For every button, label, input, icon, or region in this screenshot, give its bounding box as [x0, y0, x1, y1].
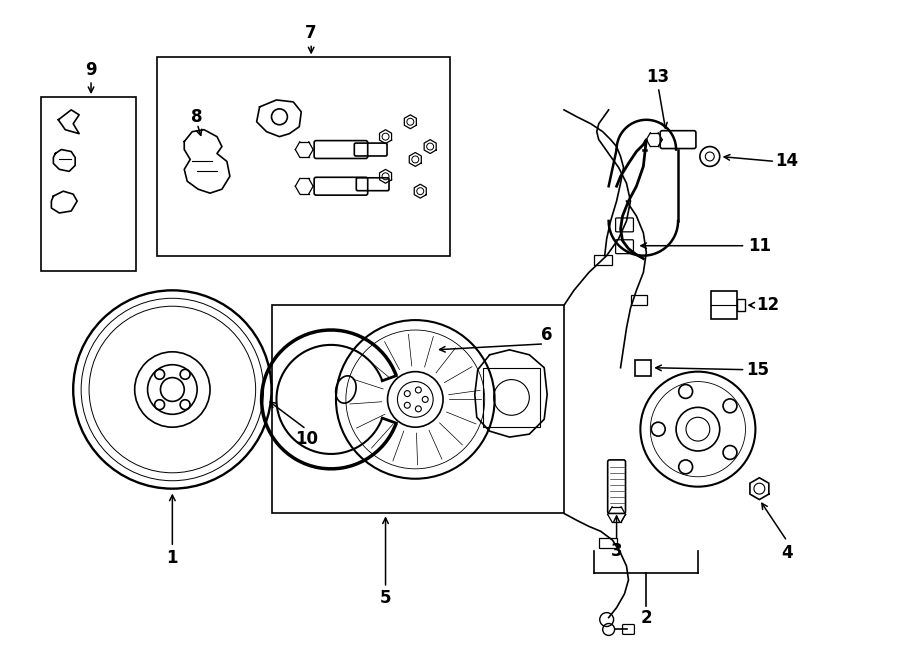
Bar — [41, 97, 136, 270]
Text: 7: 7 — [305, 24, 317, 42]
Text: 1: 1 — [166, 549, 178, 567]
Text: 12: 12 — [756, 296, 778, 314]
Bar — [482, 368, 540, 427]
Text: 15: 15 — [746, 361, 769, 379]
Text: 6: 6 — [542, 326, 553, 344]
Text: 3: 3 — [611, 542, 623, 560]
Bar — [736, 299, 744, 311]
Text: 4: 4 — [781, 544, 793, 562]
Bar — [635, 360, 652, 375]
Text: 10: 10 — [294, 430, 318, 448]
Text: 2: 2 — [641, 609, 652, 627]
Text: 8: 8 — [192, 108, 202, 126]
Bar — [594, 254, 612, 264]
Text: 9: 9 — [86, 61, 97, 79]
Bar — [598, 538, 616, 548]
Text: 13: 13 — [647, 68, 670, 86]
Bar — [272, 305, 564, 514]
Text: 5: 5 — [380, 589, 392, 607]
Text: 14: 14 — [776, 153, 798, 171]
Text: 11: 11 — [748, 237, 771, 254]
Bar — [158, 58, 450, 256]
Bar — [711, 292, 736, 319]
Bar — [632, 295, 647, 305]
